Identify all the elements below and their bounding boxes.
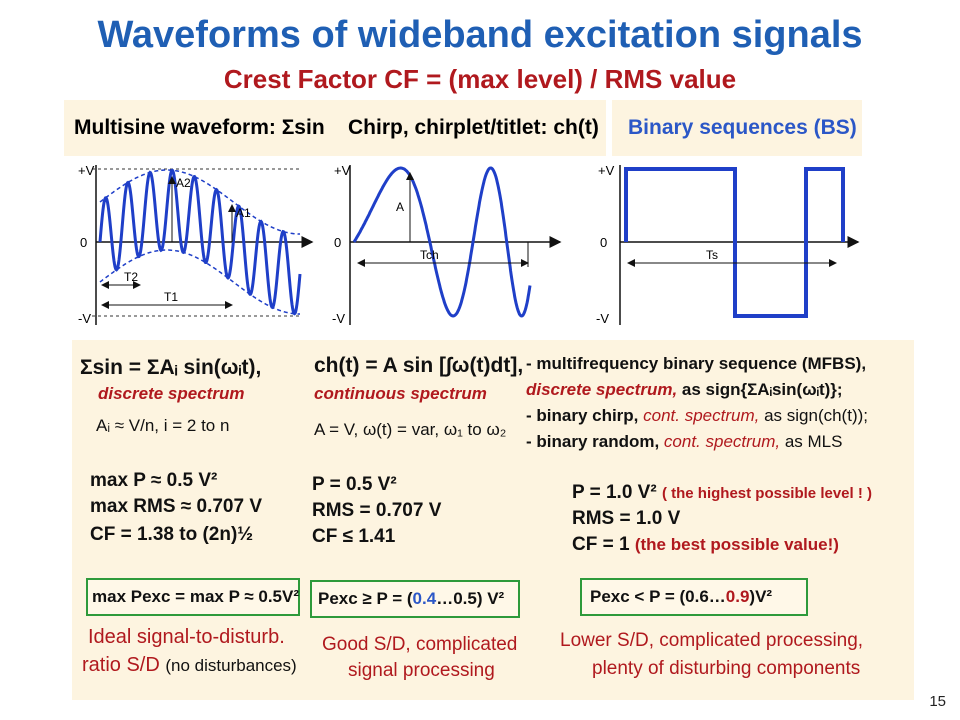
col1-formula: Σsin = ΣAᵢ sin(ωᵢt),: [80, 356, 262, 379]
col2-pexc-b: 0.4: [412, 589, 437, 608]
multisine-waveform: [98, 168, 302, 316]
col2-formula: ch(t) = A sin [∫ω(t)dt],: [314, 354, 524, 377]
col3-cf-line: CF = 1 (the best possible value!): [572, 534, 839, 556]
col2-params: A = V, ω(t) = var, ω₁ to ω₂: [314, 420, 507, 439]
col2-rms: RMS = 0.707 V: [312, 500, 442, 521]
chirp-zero: 0: [334, 235, 341, 250]
col1-max-rms: max RMS ≈ 0.707 V: [90, 496, 263, 517]
col2-pexc-box: Pexc ≥ P = (0.4…0.5) V²: [310, 580, 520, 618]
page-title: Waveforms of wideband excitation signals: [97, 14, 863, 56]
binary-minus-v: -V: [596, 311, 609, 326]
multisine-zero: 0: [80, 235, 87, 250]
binary-waveform: [624, 167, 845, 318]
waveform-plots: +V 0 -V A2 A1 T2 T1 +V 0 -V A Tch +V 0 -…: [78, 163, 860, 326]
col2-p: P = 0.5 V²: [312, 474, 397, 495]
col2-cf: CF ≤ 1.41: [312, 526, 396, 547]
multisine-a1-label: A1: [236, 206, 251, 220]
col1-pexc-box: max Pexc = max P ≈ 0.5V²: [86, 578, 300, 616]
col2-note-line1: Good S/D, complicated: [322, 634, 518, 655]
binary-plus-v: +V: [598, 163, 615, 178]
chirp-plus-v: +V: [334, 163, 351, 178]
col2-note-line2: signal processing: [348, 660, 495, 681]
binary-zero: 0: [600, 235, 607, 250]
col1-note-line1: Ideal signal-to-disturb.: [88, 626, 285, 648]
chirp-minus-v: -V: [332, 311, 345, 326]
col3-line2b: as sign{ΣAᵢsin(ωᵢt)};: [677, 380, 843, 399]
col3-line4b: cont. spectrum,: [659, 432, 781, 451]
chirp-a-label: A: [396, 200, 404, 214]
col1-amplitude: Aᵢ ≈ V/n, i = 2 to n: [96, 416, 230, 435]
col3-line4: - binary random, cont. spectrum, as MLS: [526, 432, 842, 452]
col3-pexc-a: Pexc < P = (0.6…: [590, 587, 726, 606]
page-number: 15: [929, 693, 946, 710]
col2-pexc-a: Pexc ≥ P = (: [318, 589, 413, 608]
col1-note-line2: ratio S/D (no disturbances): [82, 654, 297, 677]
col3-rms: RMS = 1.0 V: [572, 508, 681, 529]
chirp-tch-label: Tch: [420, 248, 439, 262]
col3-note-line1: Lower S/D, complicated processing,: [560, 630, 864, 651]
col2-pexc-c: …0.5) V²: [436, 589, 505, 608]
col3-line3b: cont. spectrum,: [638, 406, 760, 425]
col1-max-p: max P ≈ 0.5 V²: [90, 470, 218, 491]
binary-ts-label: Ts: [706, 248, 718, 262]
col3-p-note: ( the highest possible level ! ): [661, 485, 873, 502]
col3-cf-note: (the best possible value!): [634, 535, 839, 554]
col3-line2a: discrete spectrum,: [526, 380, 678, 399]
col2-pexc: Pexc ≥ P = (0.4…0.5) V²: [318, 589, 504, 609]
multisine-plus-v: +V: [78, 163, 95, 178]
col2-spectrum: continuous spectrum: [314, 384, 487, 403]
col3-line4c: as MLS: [780, 432, 843, 451]
multisine-a2-label: A2: [176, 176, 191, 190]
col3-line1: - multifrequency binary sequence (MFBS),: [526, 354, 867, 373]
multisine-t1-label: T1: [164, 290, 178, 304]
col3-pexc-b: 0.9: [725, 587, 750, 606]
header-box-left: Multisine waveform: Σsin Chirp, chirplet…: [64, 100, 606, 156]
col3-pexc: Pexc < P = (0.6…0.9)V²: [590, 587, 772, 607]
header-binary: Binary sequences (BS): [628, 116, 857, 139]
col3-pexc-box: Pexc < P = (0.6…0.9)V²: [580, 578, 808, 616]
header-multisine: Multisine waveform: Σsin: [74, 116, 325, 139]
col3-pexc-c: )V²: [749, 587, 773, 606]
col3-line3a: - binary chirp,: [526, 406, 639, 425]
multisine-envelope-bottom: [99, 249, 300, 315]
col3-line3c: as sign(ch(t));: [759, 406, 868, 425]
multisine-envelope-top: [99, 169, 300, 235]
col1-spectrum: discrete spectrum: [98, 384, 245, 403]
multisine-t2-label: T2: [124, 270, 138, 284]
col3-cf: CF = 1: [572, 534, 630, 555]
description-panel: Σsin = ΣAᵢ sin(ωᵢt), discrete spectrum A…: [72, 340, 914, 700]
header-chirp: Chirp, chirplet/titlet: ch(t): [348, 116, 599, 139]
page-subtitle: Crest Factor CF = (max level) / RMS valu…: [223, 64, 737, 94]
col3-line4a: - binary random,: [526, 432, 660, 451]
col1-pexc: max Pexc = max P ≈ 0.5V²: [92, 587, 300, 606]
col3-line3: - binary chirp, cont. spectrum, as sign(…: [526, 406, 868, 426]
chirp-waveform: [352, 166, 532, 318]
multisine-minus-v: -V: [78, 311, 91, 326]
col3-line2: discrete spectrum, as sign{ΣAᵢsin(ωᵢt)};: [526, 380, 843, 400]
binary-plot: +V 0 -V Ts: [596, 163, 860, 326]
col3-note-line2: plenty of disturbing components: [592, 658, 861, 679]
col3-p: P = 1.0 V²: [572, 482, 657, 503]
header-box-right: Binary sequences (BS): [612, 100, 862, 156]
col1-note-sd: ratio S/D: [82, 654, 160, 676]
col3-p-line: P = 1.0 V² ( the highest possible level …: [572, 482, 872, 504]
chirp-plot: +V 0 -V A Tch: [332, 163, 562, 326]
col1-cf: CF = 1.38 to (2n)½: [90, 524, 254, 545]
multisine-plot: +V 0 -V A2 A1 T2 T1: [78, 163, 314, 326]
col1-note-no-dist: (no disturbances): [165, 656, 297, 675]
